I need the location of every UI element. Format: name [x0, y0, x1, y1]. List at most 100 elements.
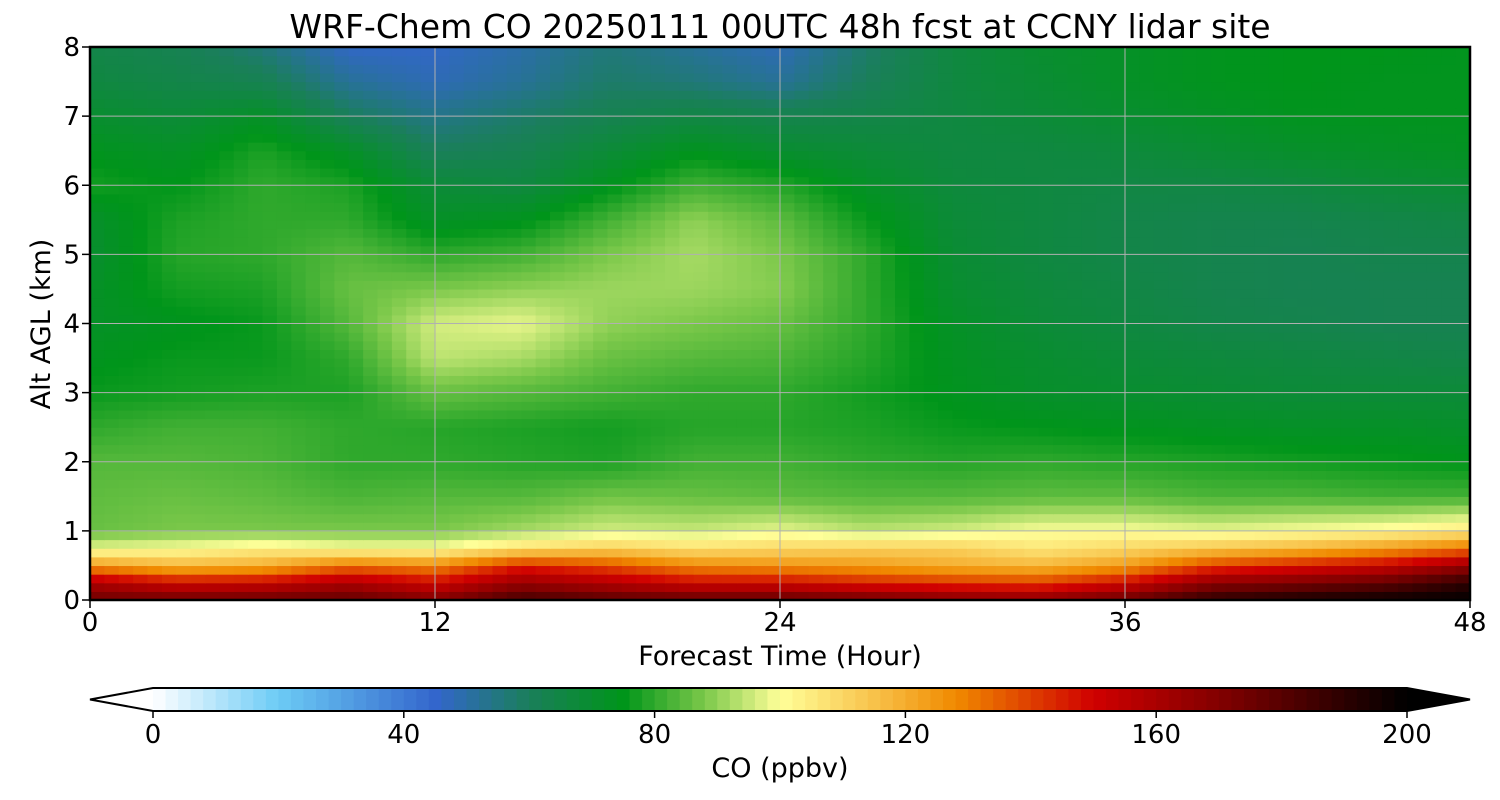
- heatmap-cell: [133, 539, 149, 549]
- heatmap-cell: [866, 254, 882, 264]
- heatmap-cell: [478, 591, 494, 600]
- heatmap-cell: [506, 427, 522, 437]
- heatmap-cell: [506, 202, 522, 212]
- heatmap-cell: [363, 228, 379, 238]
- heatmap-cell: [593, 219, 609, 230]
- heatmap-cell: [708, 479, 724, 489]
- heatmap-cell: [262, 202, 278, 212]
- heatmap-cell: [679, 254, 695, 264]
- heatmap-cell: [391, 271, 407, 281]
- heatmap-cell: [276, 288, 292, 299]
- heatmap-cell: [535, 504, 551, 515]
- heatmap-cell: [305, 427, 321, 437]
- heatmap-cell: [233, 401, 249, 411]
- heatmap-cell: [1168, 271, 1184, 281]
- heatmap-cell: [1225, 263, 1241, 273]
- heatmap-cell: [118, 556, 134, 567]
- heatmap-cell: [1240, 392, 1255, 402]
- heatmap-cell: [837, 211, 853, 221]
- heatmap-cell: [736, 150, 752, 160]
- heatmap-cell: [1010, 332, 1025, 342]
- heatmap-cell: [161, 470, 177, 480]
- heatmap-cell: [693, 574, 709, 584]
- heatmap-cell: [377, 245, 393, 255]
- heatmap-cell: [104, 461, 120, 471]
- heatmap-cell: [205, 219, 220, 230]
- heatmap-cell: [952, 409, 968, 420]
- heatmap-cell: [564, 167, 580, 178]
- heatmap-cell: [348, 211, 364, 221]
- heatmap-cell: [866, 375, 882, 385]
- heatmap-cell: [794, 185, 810, 195]
- heatmap-cell: [1196, 193, 1212, 204]
- heatmap-cell: [765, 530, 781, 541]
- heatmap-cell: [1355, 211, 1370, 221]
- heatmap-cell: [765, 591, 781, 600]
- heatmap-cell: [1182, 288, 1198, 299]
- heatmap-cell: [1096, 323, 1112, 333]
- heatmap-cell: [938, 479, 954, 489]
- heatmap-cell: [478, 323, 494, 333]
- heatmap-cell: [1355, 237, 1370, 247]
- heatmap-cell: [133, 530, 149, 541]
- heatmap-cell: [90, 245, 105, 255]
- heatmap-cell: [708, 314, 724, 325]
- heatmap-cell: [550, 383, 565, 394]
- heatmap-cell: [492, 427, 508, 437]
- heatmap-cell: [851, 487, 867, 497]
- heatmap-cell: [679, 176, 695, 186]
- heatmap-cell: [276, 167, 292, 178]
- heatmap-cell: [377, 176, 393, 186]
- heatmap-cell: [1455, 582, 1470, 592]
- heatmap-cell: [320, 263, 335, 273]
- heatmap-cell: [320, 176, 335, 186]
- heatmap-cell: [348, 418, 364, 428]
- heatmap-cell: [161, 193, 177, 204]
- heatmap-cell: [708, 150, 724, 160]
- heatmap-cell: [995, 176, 1011, 186]
- heatmap-cell: [133, 228, 149, 238]
- heatmap-cell: [1153, 228, 1169, 238]
- heatmap-cell: [1441, 574, 1457, 584]
- heatmap-cell: [1240, 332, 1255, 342]
- heatmap-cell: [1311, 496, 1327, 506]
- heatmap-cell: [291, 383, 307, 394]
- heatmap-cell: [1297, 461, 1313, 471]
- heatmap-cell: [794, 470, 810, 480]
- heatmap-cell: [1441, 150, 1457, 160]
- heatmap-cell: [1268, 358, 1284, 368]
- heatmap-cell: [851, 193, 867, 204]
- heatmap-cell: [90, 504, 105, 515]
- heatmap-cell: [665, 461, 680, 471]
- heatmap-cell: [1398, 263, 1414, 273]
- heatmap-cell: [90, 548, 105, 558]
- heatmap-cell: [1369, 219, 1385, 230]
- heatmap-cell: [1096, 461, 1112, 471]
- heatmap-cell: [880, 245, 896, 255]
- heatmap-cell: [1355, 314, 1370, 325]
- heatmap-cell: [348, 323, 364, 333]
- heatmap-cell: [276, 159, 292, 169]
- heatmap-cell: [1412, 254, 1428, 264]
- heatmap-cell: [823, 288, 839, 299]
- heatmap-cell: [492, 418, 508, 428]
- heatmap-cell: [938, 211, 954, 221]
- heatmap-cell: [406, 219, 422, 230]
- heatmap-cell: [1254, 418, 1270, 428]
- heatmap-cell: [420, 375, 436, 385]
- heatmap-cell: [90, 435, 105, 446]
- heatmap-cell: [535, 280, 551, 290]
- heatmap-cell: [607, 565, 623, 575]
- heatmap-cell: [1067, 245, 1083, 255]
- heatmap-cell: [363, 383, 379, 394]
- heatmap-cell: [564, 479, 580, 489]
- heatmap-cell: [938, 306, 954, 316]
- heatmap-cell: [147, 582, 163, 592]
- heatmap-cell: [1081, 332, 1097, 342]
- heatmap-cell: [348, 245, 364, 255]
- heatmap-cell: [104, 297, 120, 307]
- heatmap-cell: [1311, 245, 1327, 255]
- heatmap-cell: [90, 366, 105, 376]
- heatmap-cell: [1225, 167, 1241, 178]
- heatmap-cell: [1455, 383, 1470, 394]
